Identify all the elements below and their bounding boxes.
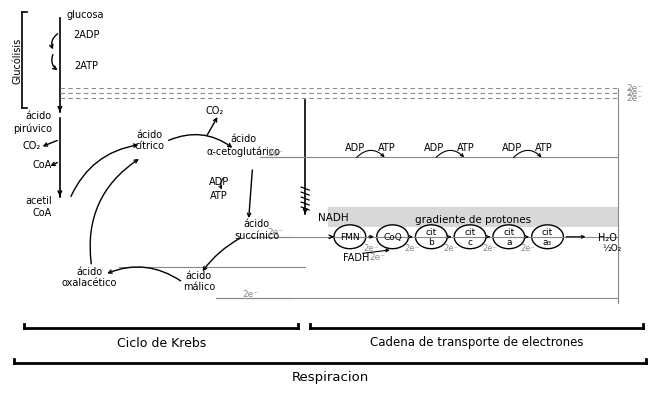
- Text: ácido
succínico: ácido succínico: [234, 218, 279, 240]
- Text: ½O₂: ½O₂: [602, 244, 622, 253]
- Text: NADH: NADH: [318, 212, 348, 222]
- Text: Ciclo de Krebs: Ciclo de Krebs: [117, 336, 206, 349]
- Text: ácido
cítrico: ácido cítrico: [134, 129, 164, 151]
- Ellipse shape: [377, 225, 409, 249]
- Text: glucosa: glucosa: [67, 10, 104, 20]
- Ellipse shape: [493, 225, 525, 249]
- Text: cit
c: cit c: [465, 227, 476, 247]
- Text: ácido
α-cetoglutárico: ácido α-cetoglutárico: [207, 134, 280, 156]
- Text: 2e⁻: 2e⁻: [444, 244, 458, 253]
- Text: 2e⁻: 2e⁻: [521, 244, 535, 253]
- Text: 2e⁻: 2e⁻: [626, 94, 642, 103]
- Text: acetil
CoA: acetil CoA: [25, 196, 52, 217]
- Ellipse shape: [531, 225, 564, 249]
- Text: ADP: ADP: [424, 143, 444, 153]
- Text: 2ATP: 2ATP: [75, 61, 99, 71]
- Text: CO₂: CO₂: [206, 106, 224, 115]
- Text: ácido
málico: ácido málico: [183, 270, 215, 292]
- Text: ácido
pirúvico: ácido pirúvico: [13, 111, 52, 133]
- FancyBboxPatch shape: [328, 207, 618, 227]
- Text: gradiente de protones: gradiente de protones: [415, 214, 531, 225]
- Text: 2e⁻: 2e⁻: [482, 244, 497, 253]
- Text: ADP: ADP: [209, 177, 229, 187]
- Text: ATP: ATP: [457, 143, 475, 153]
- Text: cit
a: cit a: [503, 227, 514, 247]
- Text: Glucólisis: Glucólisis: [12, 38, 22, 84]
- Text: Respiracion: Respiracion: [291, 371, 369, 383]
- Text: CoQ: CoQ: [383, 233, 402, 242]
- Text: cit
b: cit b: [426, 227, 437, 247]
- Text: 2e⁻: 2e⁻: [267, 228, 283, 237]
- Text: 2e⁻: 2e⁻: [267, 148, 283, 157]
- Text: cit
a₃: cit a₃: [542, 227, 553, 247]
- Text: 2e⁻: 2e⁻: [242, 289, 259, 298]
- Text: 2ADP: 2ADP: [74, 30, 100, 40]
- Text: 2e⁻: 2e⁻: [370, 252, 385, 261]
- Ellipse shape: [454, 225, 486, 249]
- Text: FADH: FADH: [343, 252, 370, 262]
- Text: ATP: ATP: [535, 143, 552, 153]
- Text: 2e⁻: 2e⁻: [364, 244, 379, 253]
- Text: CO₂: CO₂: [23, 141, 41, 151]
- Text: ADP: ADP: [345, 143, 365, 153]
- Text: ácido
oxalacético: ácido oxalacético: [62, 266, 117, 288]
- Text: 2e⁻: 2e⁻: [626, 84, 642, 93]
- Text: Cadena de transporte de electrones: Cadena de transporte de electrones: [370, 335, 583, 348]
- Text: CoA: CoA: [32, 160, 51, 170]
- Text: H₂O: H₂O: [598, 232, 617, 242]
- Text: FMN: FMN: [340, 233, 360, 242]
- Ellipse shape: [415, 225, 447, 249]
- Ellipse shape: [334, 225, 366, 249]
- Text: ATP: ATP: [210, 191, 228, 200]
- Text: 2e⁻: 2e⁻: [405, 244, 419, 253]
- Text: ATP: ATP: [378, 143, 395, 153]
- Text: 2e⁻: 2e⁻: [626, 89, 642, 98]
- Text: ADP: ADP: [502, 143, 522, 153]
